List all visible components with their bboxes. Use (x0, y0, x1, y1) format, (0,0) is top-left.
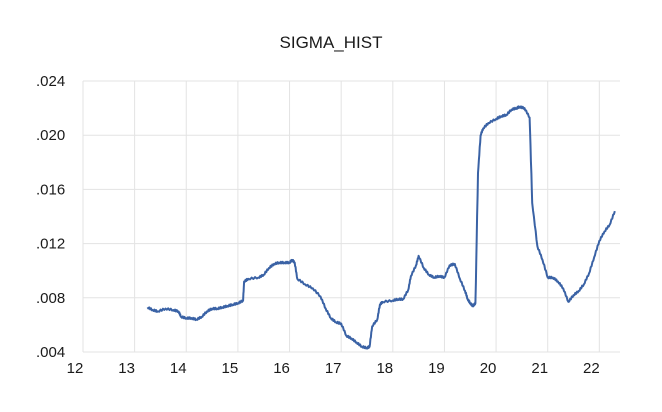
x-tick-label: 22 (583, 360, 600, 377)
y-axis-ticks: .004 .008 .012 .016 .020 .024 (36, 73, 65, 361)
series-line (146, 105, 616, 350)
y-tick-label: .020 (36, 127, 65, 144)
x-tick-label: 15 (222, 360, 239, 377)
x-tick-label: 16 (273, 360, 290, 377)
y-tick-label: .016 (36, 181, 65, 198)
y-tick-label: .024 (36, 73, 65, 90)
series-layer (146, 105, 616, 350)
x-tick-label: 21 (531, 360, 548, 377)
chart-title: SIGMA_HIST (279, 33, 383, 52)
y-tick-label: .004 (36, 344, 65, 361)
x-axis-ticks: 12 13 14 15 16 17 18 19 20 21 22 (67, 360, 600, 377)
x-tick-label: 19 (428, 360, 445, 377)
x-tick-label: 13 (118, 360, 135, 377)
x-tick-label: 20 (480, 360, 497, 377)
x-tick-label: 14 (170, 360, 187, 377)
y-tick-label: .008 (36, 290, 65, 307)
x-tick-label: 12 (67, 360, 84, 377)
x-tick-label: 17 (325, 360, 342, 377)
x-tick-label: 18 (376, 360, 393, 377)
y-tick-label: .012 (36, 236, 65, 253)
grid-lines (82, 80, 620, 353)
